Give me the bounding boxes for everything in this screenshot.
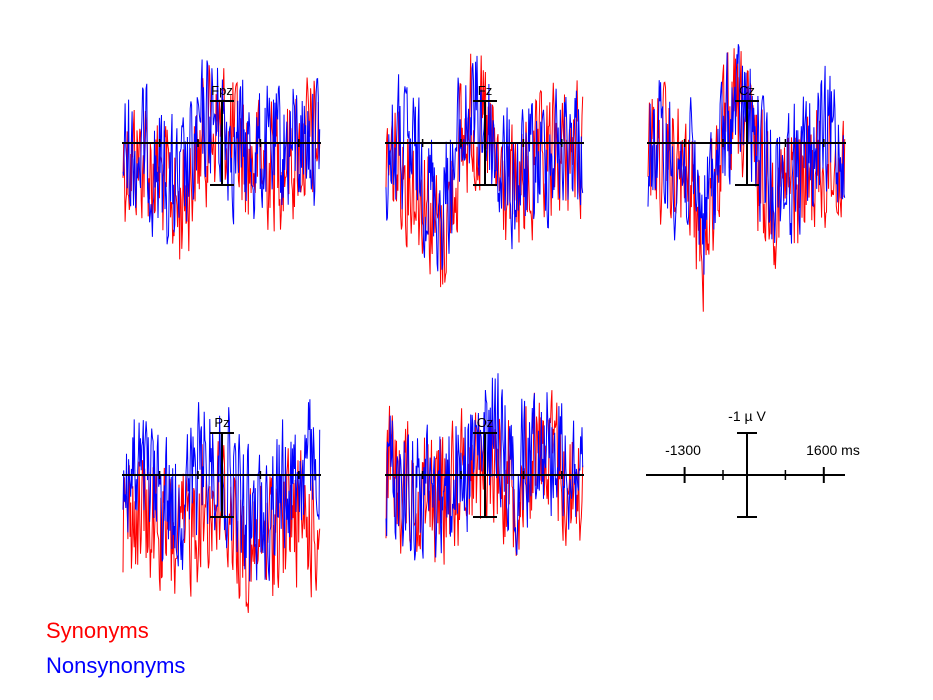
- channel-label: Pz: [214, 415, 229, 430]
- channel-panel-cz: Cz: [647, 44, 846, 312]
- channel-label: Cz: [739, 83, 755, 98]
- scale-bar: -1 µ V -1300 1600 ms: [646, 408, 860, 518]
- legend-synonyms: Synonyms: [46, 618, 149, 643]
- channel-label: Fz: [478, 83, 492, 98]
- channel-panel-oz: Oz: [385, 373, 584, 565]
- legend-nonsynonyms: Nonsynonyms: [46, 653, 186, 678]
- channel-panel-pz: Pz: [122, 399, 321, 613]
- scale-right-time-label: 1600 ms: [806, 442, 860, 458]
- channel-label: Fpz: [211, 83, 233, 98]
- scale-left-time-label: -1300: [665, 442, 701, 458]
- trace-nonsynonyms: [385, 373, 584, 561]
- channel-panel-fz: Fz: [385, 53, 584, 288]
- channel-label: Oz: [477, 415, 494, 430]
- channel-panel-fpz: Fpz: [122, 59, 321, 260]
- scale-amplitude-label: -1 µ V: [728, 408, 766, 424]
